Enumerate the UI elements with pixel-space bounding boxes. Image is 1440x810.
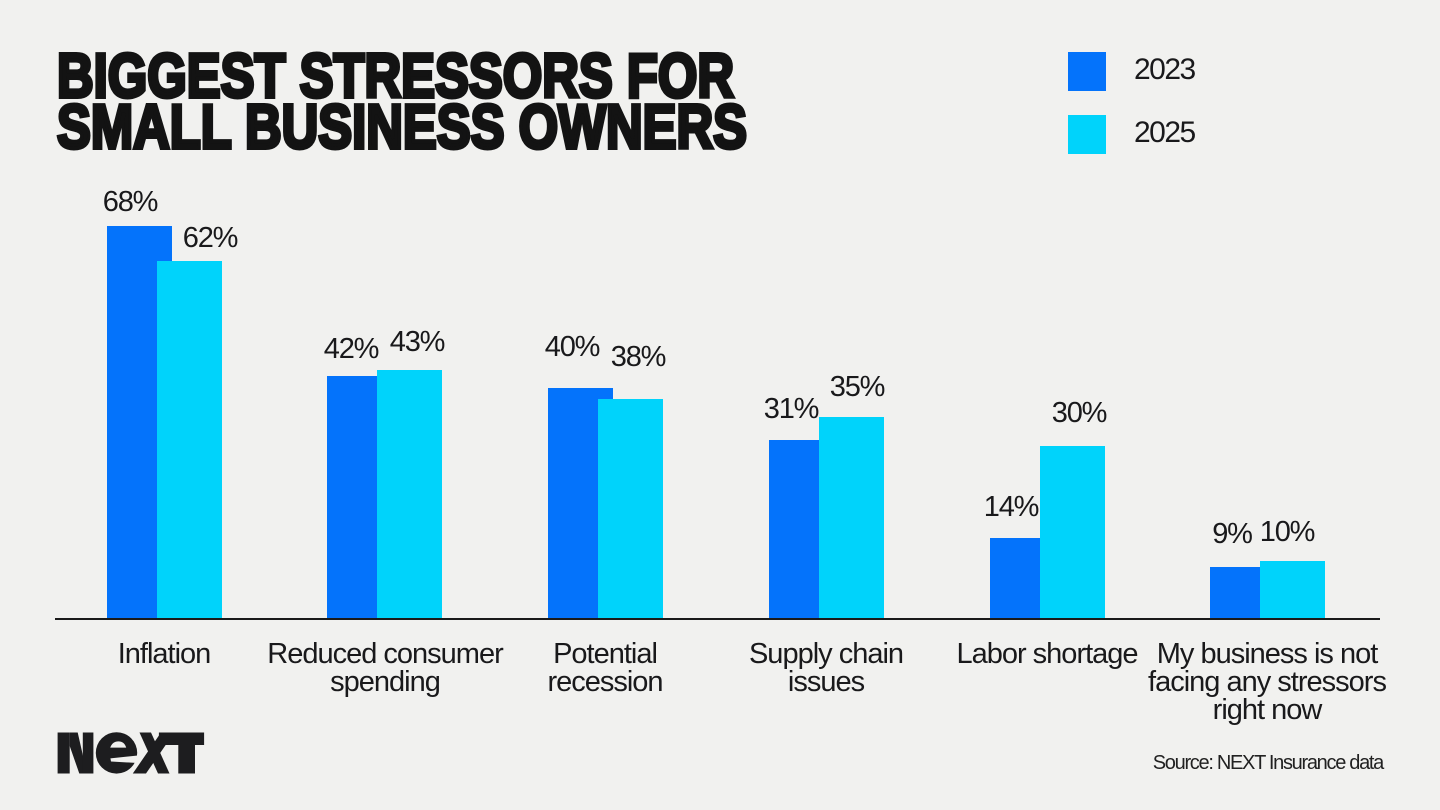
svg-text:BIGGEST STRESSORS FOR: BIGGEST STRESSORS FOR — [57, 42, 734, 111]
svg-text:SMALL BUSINESS OWNERS: SMALL BUSINESS OWNERS — [57, 93, 747, 162]
